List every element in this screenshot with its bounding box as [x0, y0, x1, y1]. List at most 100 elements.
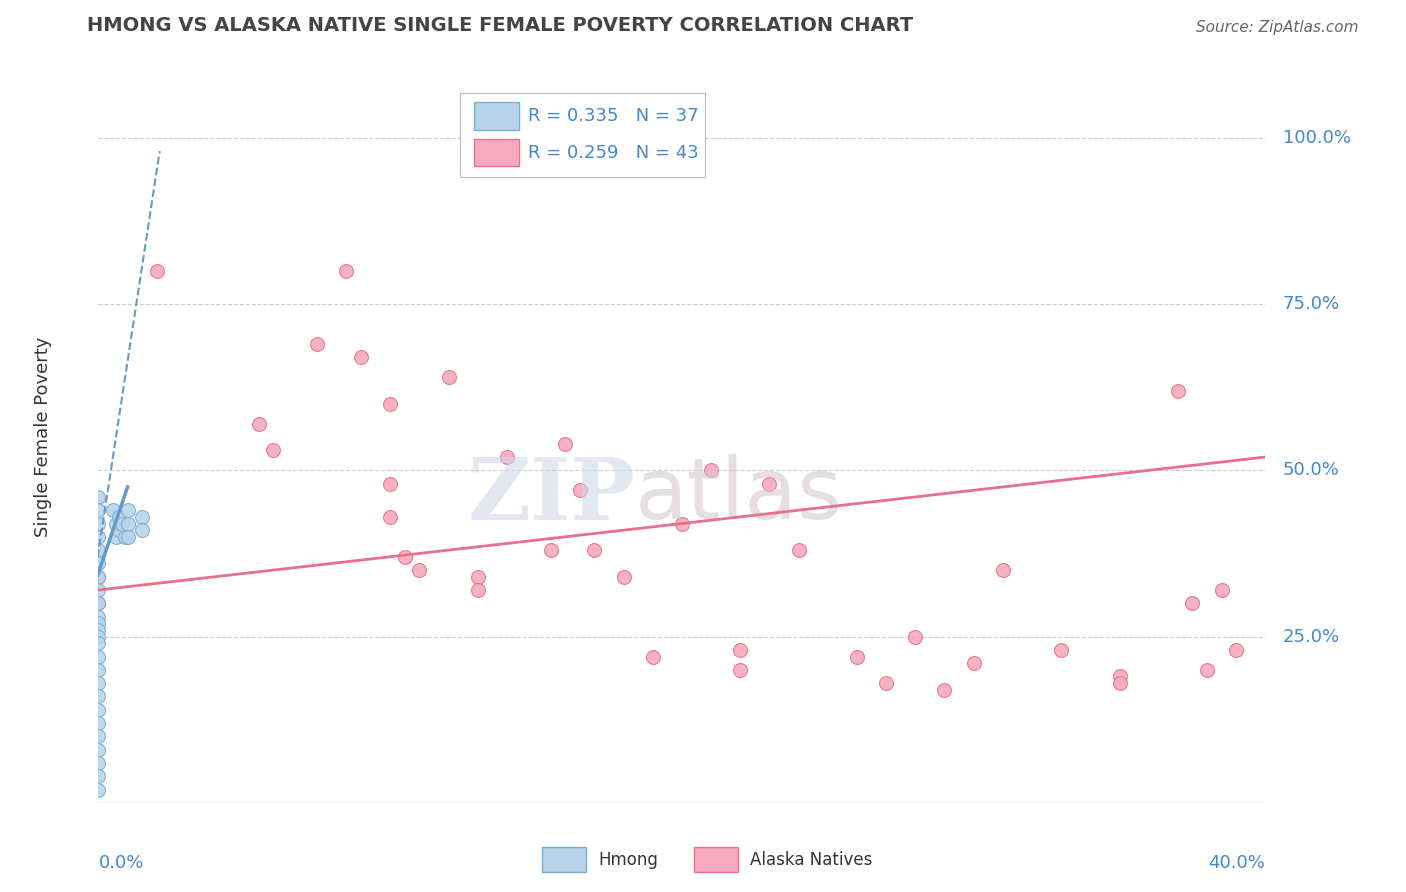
Point	[104, 530, 127, 544]
Point	[87, 729, 110, 743]
Text: Alaska Natives: Alaska Natives	[749, 851, 872, 869]
Point	[87, 543, 110, 558]
Point	[612, 570, 634, 584]
Text: ZIP: ZIP	[467, 454, 636, 538]
Point	[554, 436, 576, 450]
Point	[87, 516, 110, 531]
Point	[394, 549, 416, 564]
Point	[131, 509, 153, 524]
Point	[87, 756, 110, 770]
Point	[87, 690, 110, 704]
Point	[1195, 663, 1218, 677]
Point	[87, 769, 110, 783]
Point	[758, 476, 780, 491]
Point	[335, 264, 357, 278]
Point	[350, 351, 373, 365]
FancyBboxPatch shape	[474, 102, 519, 130]
Point	[991, 563, 1014, 577]
Point	[117, 530, 139, 544]
Point	[262, 443, 284, 458]
Point	[87, 503, 110, 517]
Point	[467, 570, 489, 584]
Point	[467, 582, 489, 597]
Text: Hmong: Hmong	[598, 851, 658, 869]
Point	[87, 782, 110, 797]
Point	[1225, 643, 1247, 657]
Point	[307, 337, 329, 351]
Point	[111, 516, 134, 531]
Point	[875, 676, 897, 690]
Point	[87, 703, 110, 717]
Point	[108, 523, 131, 537]
Point	[87, 570, 110, 584]
Point	[87, 596, 110, 610]
Text: 25.0%: 25.0%	[1282, 628, 1340, 646]
Point	[568, 483, 591, 498]
Point	[87, 623, 110, 637]
Point	[87, 609, 110, 624]
Point	[114, 530, 136, 544]
Point	[87, 663, 110, 677]
Point	[1108, 676, 1130, 690]
Point	[1050, 643, 1073, 657]
Point	[730, 643, 752, 657]
Point	[671, 516, 693, 531]
Point	[380, 397, 402, 411]
Text: R = 0.335   N = 37: R = 0.335 N = 37	[527, 107, 699, 125]
Point	[117, 516, 139, 531]
Point	[87, 616, 110, 631]
Point	[117, 503, 139, 517]
Text: 100.0%: 100.0%	[1282, 128, 1351, 147]
Point	[87, 490, 110, 504]
Point	[437, 370, 460, 384]
Point	[641, 649, 664, 664]
Text: 75.0%: 75.0%	[1282, 295, 1340, 313]
Point	[87, 582, 110, 597]
Point	[846, 649, 869, 664]
Point	[87, 570, 110, 584]
Point	[87, 530, 110, 544]
Point	[131, 523, 153, 537]
Point	[87, 716, 110, 731]
Point	[700, 463, 723, 477]
Point	[87, 596, 110, 610]
Point	[87, 649, 110, 664]
Point	[1108, 669, 1130, 683]
Point	[1167, 384, 1189, 398]
Point	[87, 742, 110, 756]
Point	[1181, 596, 1204, 610]
Point	[108, 509, 131, 524]
Text: HMONG VS ALASKA NATIVE SINGLE FEMALE POVERTY CORRELATION CHART: HMONG VS ALASKA NATIVE SINGLE FEMALE POV…	[87, 16, 912, 35]
Point	[101, 503, 124, 517]
Point	[496, 450, 519, 464]
Point	[1211, 582, 1233, 597]
Point	[904, 630, 927, 644]
FancyBboxPatch shape	[541, 847, 586, 872]
FancyBboxPatch shape	[474, 138, 519, 167]
Point	[934, 682, 956, 697]
Point	[87, 676, 110, 690]
Point	[87, 636, 110, 650]
Point	[787, 543, 810, 558]
Point	[730, 663, 752, 677]
Point	[583, 543, 606, 558]
Text: Source: ZipAtlas.com: Source: ZipAtlas.com	[1197, 20, 1358, 35]
Text: 50.0%: 50.0%	[1282, 461, 1340, 479]
Text: Single Female Poverty: Single Female Poverty	[34, 337, 52, 537]
Text: 40.0%: 40.0%	[1209, 854, 1265, 872]
FancyBboxPatch shape	[460, 94, 706, 178]
Text: atlas: atlas	[636, 454, 844, 537]
Point	[146, 264, 169, 278]
Point	[87, 557, 110, 571]
Point	[380, 509, 402, 524]
Point	[87, 630, 110, 644]
Point	[247, 417, 270, 431]
Point	[540, 543, 562, 558]
Point	[380, 476, 402, 491]
Text: R = 0.259   N = 43: R = 0.259 N = 43	[527, 144, 699, 161]
Point	[104, 516, 127, 531]
Text: 0.0%: 0.0%	[98, 854, 143, 872]
Point	[408, 563, 430, 577]
Point	[962, 656, 984, 670]
FancyBboxPatch shape	[693, 847, 738, 872]
